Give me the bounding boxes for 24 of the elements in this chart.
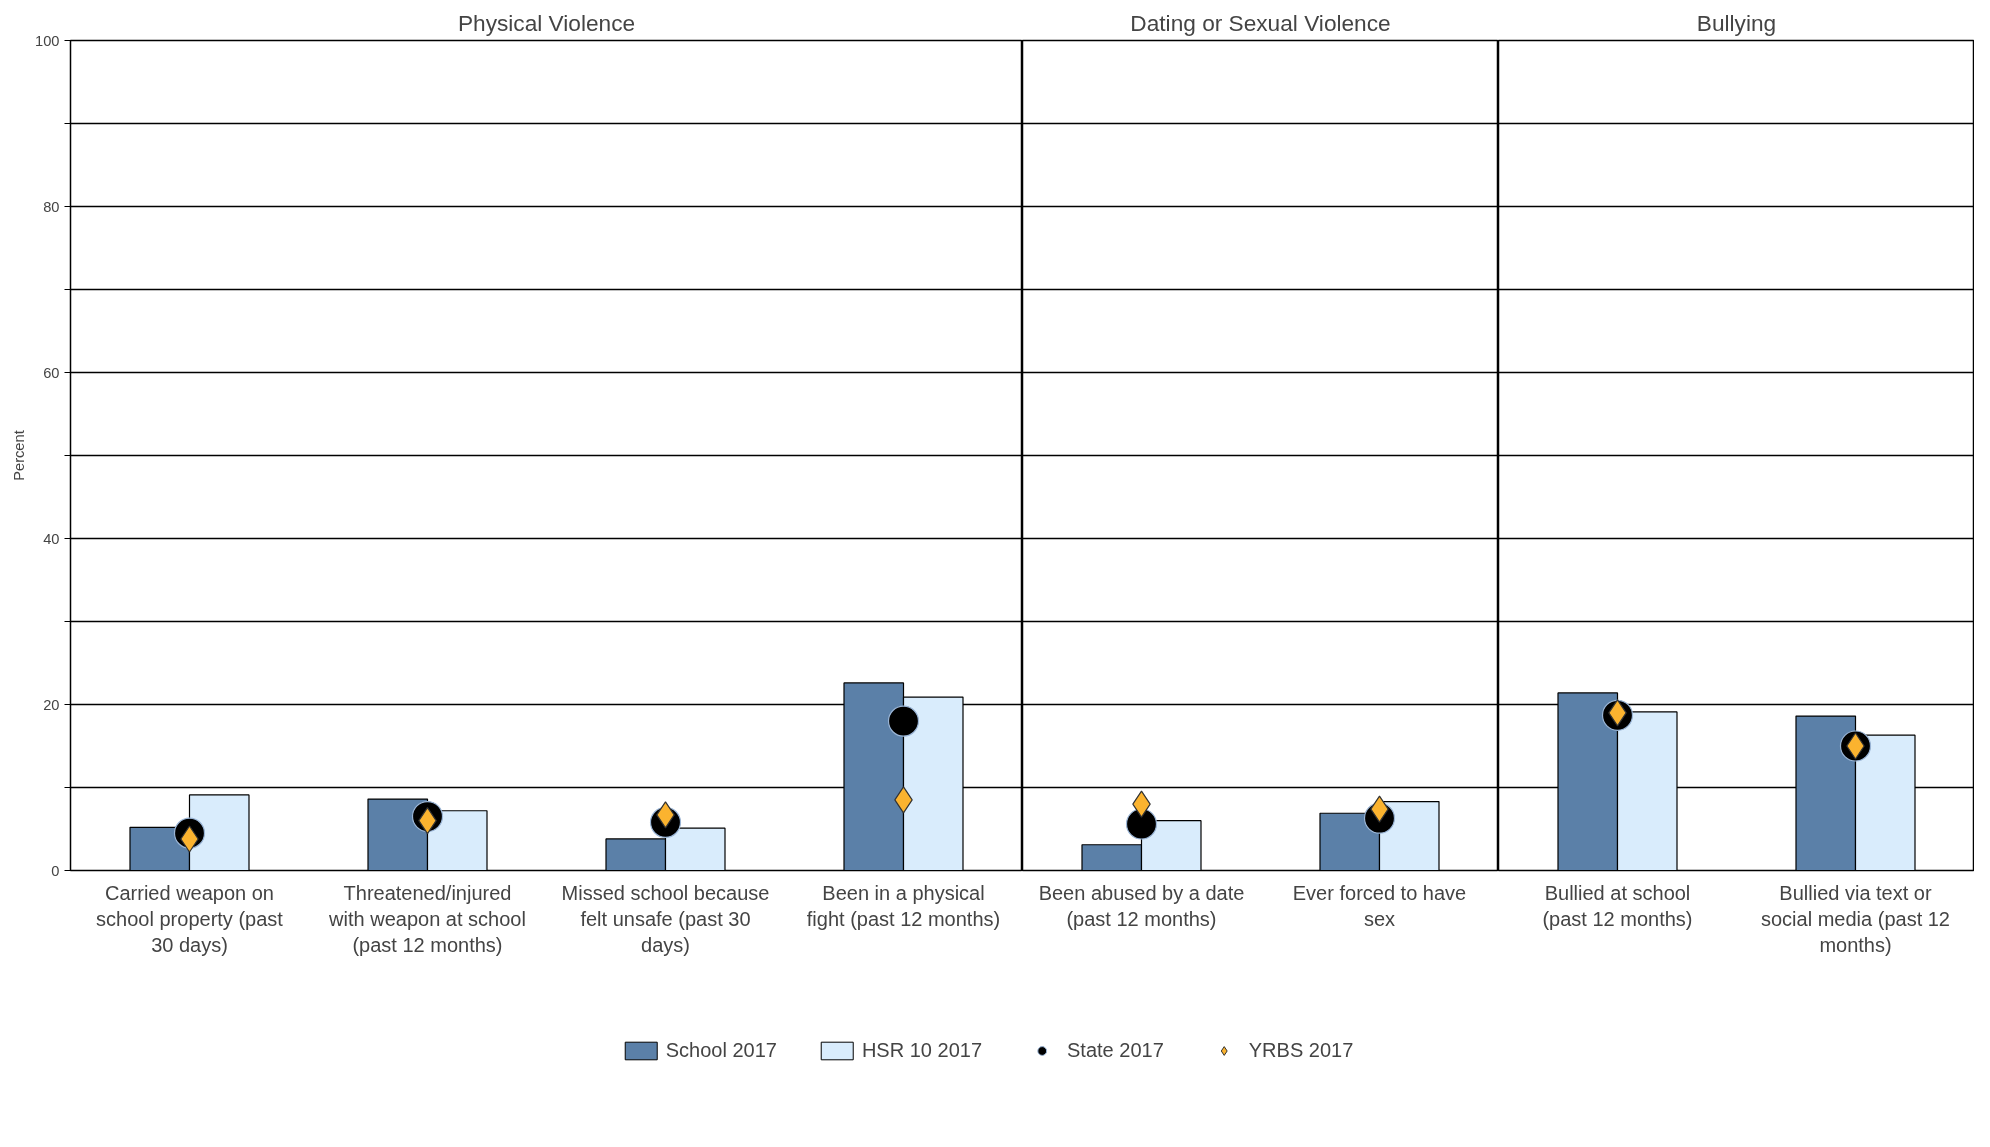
chart-title: Bullying	[1696, 9, 1777, 36]
x-tick-label: Bullied at school (past 12 months)	[1542, 881, 1693, 930]
y-tick-label: 60	[43, 364, 60, 381]
x-tick-label: Threatened/injured with weapon at school (past 12 months)	[328, 881, 526, 957]
x-tick-label: Been abused by a date (past 12 months)	[1038, 881, 1245, 930]
y-axis-title: Percent	[11, 430, 28, 481]
legend-label: HSR 10 2017	[861, 1038, 983, 1062]
x-tick-label: Been in a physical fight (past 12 months)	[806, 881, 1001, 930]
chart-title: Dating or Sexual Violence	[1130, 9, 1391, 36]
y-tick-label: 40	[43, 530, 60, 547]
legend-label: State 2017	[1067, 1038, 1164, 1062]
legend-label: School 2017	[665, 1038, 777, 1062]
x-tick-label: Carried weapon on school property (past 30 days)	[96, 881, 284, 957]
y-tick-label: 80	[43, 198, 60, 215]
y-tick-label: 20	[43, 696, 60, 713]
x-tick-label: Missed school because felt unsafe (past 30 days)	[561, 881, 770, 957]
y-tick-label: 100	[35, 32, 60, 49]
x-tick-label: Ever forced to have sex	[1292, 881, 1467, 930]
x-tick-label: Bullied via text or social media (past 12 months)	[1761, 881, 1950, 957]
point	[887, 705, 920, 737]
point	[1125, 808, 1158, 840]
legend-label: YRBS 2017	[1248, 1038, 1354, 1062]
chart-title: Physical Violence	[457, 9, 636, 36]
y-tick-label: 0	[51, 862, 60, 879]
